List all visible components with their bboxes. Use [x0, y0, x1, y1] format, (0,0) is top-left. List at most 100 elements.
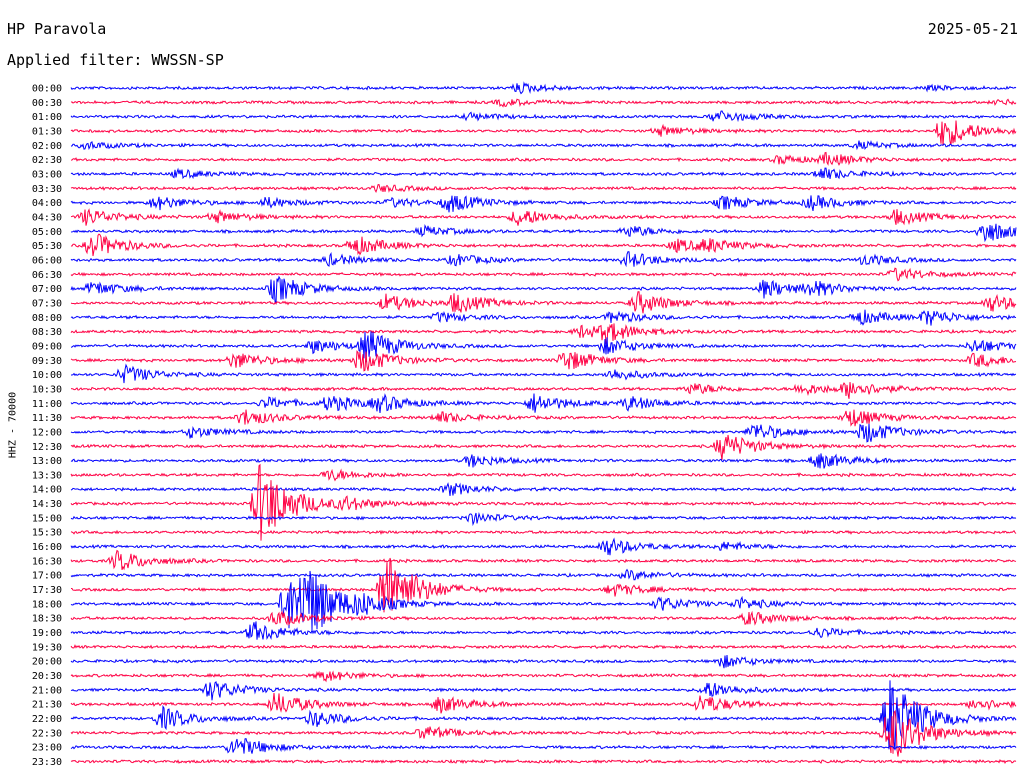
trace-line — [70, 184, 1017, 193]
trace-line — [70, 434, 1017, 460]
trace-line — [70, 98, 1017, 108]
trace-line — [70, 680, 1017, 701]
trace-line — [70, 251, 1017, 268]
row-label: 23:30 — [32, 757, 62, 768]
trace-line — [70, 680, 1017, 751]
trace-line — [70, 644, 1017, 650]
row-label: 19:30 — [32, 642, 62, 653]
trace-line — [70, 409, 1017, 427]
row-label: 10:30 — [32, 384, 62, 395]
row-label: 16:30 — [32, 556, 62, 567]
row-label: 15:00 — [32, 513, 62, 524]
trace-line — [70, 139, 1017, 151]
station-title: HP Paravola — [7, 20, 107, 38]
row-label: 03:30 — [32, 184, 62, 195]
row-label: 21:00 — [32, 685, 62, 696]
row-label: 08:30 — [32, 327, 62, 338]
row-label: 03:00 — [32, 169, 62, 180]
row-label: 00:30 — [32, 98, 62, 109]
trace-line — [70, 549, 1017, 571]
row-label: 19:00 — [32, 628, 62, 639]
row-label: 11:00 — [32, 399, 62, 410]
trace-line — [70, 233, 1017, 257]
row-label: 12:00 — [32, 427, 62, 438]
trace-line — [70, 267, 1017, 282]
row-label: 04:30 — [32, 212, 62, 223]
trace-line — [70, 275, 1017, 305]
row-label: 20:00 — [32, 657, 62, 668]
trace-line — [70, 393, 1017, 413]
trace-line — [70, 537, 1017, 556]
row-label: 21:30 — [32, 700, 62, 711]
trace-line — [70, 511, 1017, 527]
row-label: 17:00 — [32, 571, 62, 582]
trace-line — [70, 529, 1017, 535]
row-label: 14:00 — [32, 485, 62, 496]
trace-line — [70, 331, 1017, 363]
trace-line — [71, 557, 1017, 613]
row-label: 17:30 — [32, 585, 62, 596]
row-label: 15:30 — [32, 528, 62, 539]
trace-line — [70, 291, 1017, 314]
row-label: 11:30 — [32, 413, 62, 424]
trace-line — [70, 758, 1017, 765]
trace-line — [70, 350, 1017, 372]
trace-line — [70, 195, 1017, 213]
trace-line — [70, 621, 1017, 641]
trace-line — [70, 693, 1017, 714]
trace-line — [70, 482, 1017, 496]
trace-line — [70, 120, 1017, 146]
trace-line — [70, 151, 1017, 166]
trace-line — [70, 81, 1017, 95]
trace-line — [70, 463, 1017, 541]
row-label: 08:00 — [32, 313, 62, 324]
row-label: 04:00 — [32, 198, 62, 209]
trace-line — [70, 167, 1017, 180]
trace-line — [71, 363, 1017, 384]
trace-line — [70, 709, 1017, 757]
row-label: 18:30 — [32, 614, 62, 625]
row-label: 22:00 — [32, 714, 62, 725]
row-label: 13:30 — [32, 470, 62, 481]
row-label: 01:00 — [32, 112, 62, 123]
date-label: 2025-05-21 — [927, 20, 1018, 38]
row-label: 07:30 — [32, 298, 62, 309]
row-label: 07:00 — [32, 284, 62, 295]
trace-line — [70, 208, 1017, 226]
row-label: 18:00 — [32, 599, 62, 610]
row-label: 13:00 — [32, 456, 62, 467]
trace-line — [70, 223, 1017, 243]
trace-line — [70, 610, 1017, 626]
row-label: 06:30 — [32, 270, 62, 281]
row-label: 09:30 — [32, 356, 62, 367]
trace-line — [70, 655, 1017, 669]
row-label: 01:30 — [32, 126, 62, 137]
row-label: 05:30 — [32, 241, 62, 252]
row-label: 05:00 — [32, 227, 62, 238]
row-label: 16:00 — [32, 542, 62, 553]
row-label: 22:30 — [32, 728, 62, 739]
trace-line — [70, 568, 1017, 581]
filter-label: Applied filter: WWSSN-SP — [7, 51, 224, 69]
trace-line — [70, 382, 1017, 399]
row-label: 20:30 — [32, 671, 62, 682]
trace-line — [70, 737, 1017, 754]
row-label: 09:00 — [32, 341, 62, 352]
trace-line — [70, 423, 1017, 443]
trace-line — [70, 468, 1017, 482]
row-label: 02:30 — [32, 155, 62, 166]
row-label: 02:00 — [32, 141, 62, 152]
trace-line — [70, 110, 1017, 123]
trace-line — [70, 323, 1017, 345]
trace-line — [70, 570, 1017, 631]
row-label: 14:30 — [32, 499, 62, 510]
trace-line — [70, 670, 1017, 683]
row-label: 06:00 — [32, 255, 62, 266]
row-label: 12:30 — [32, 442, 62, 453]
trace-line — [70, 309, 1017, 326]
trace-line — [70, 453, 1017, 469]
row-label: 00:00 — [32, 84, 62, 95]
row-label: 23:00 — [32, 743, 62, 754]
row-label: 10:00 — [32, 370, 62, 381]
